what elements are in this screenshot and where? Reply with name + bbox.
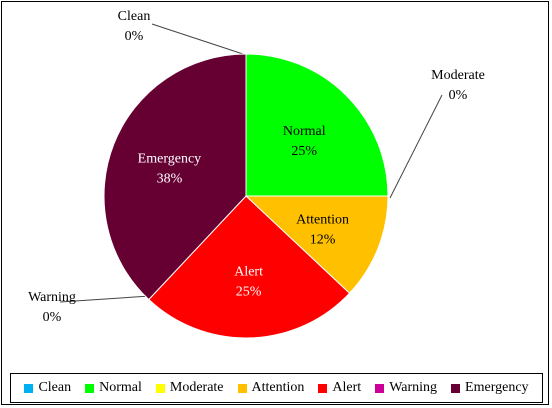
legend-label-moderate: Moderate	[169, 380, 224, 395]
legend-label-clean: Clean	[38, 380, 72, 395]
legend-label-attention: Attention	[251, 380, 305, 395]
slice-label-warning: Warning	[28, 290, 76, 305]
legend-label-warning: Warning	[389, 380, 438, 395]
slice-label-moderate: Moderate	[431, 68, 485, 83]
legend-item-normal: Normal	[85, 380, 142, 396]
legend-swatch-attention	[237, 383, 247, 393]
pie-slice-alert	[148, 195, 351, 339]
legend-label-alert: Alert	[332, 380, 362, 395]
leader-line-clean	[151, 23, 247, 56]
legend-item-alert: Alert	[318, 380, 361, 396]
pie-slice-attention	[244, 195, 389, 294]
legend-swatch-clean	[24, 383, 34, 393]
slice-percent-warning: 0%	[43, 310, 62, 325]
leader-line-moderate	[389, 94, 443, 199]
legend-item-clean: Clean	[24, 380, 71, 396]
legend-item-emergency: Emergency	[451, 380, 529, 396]
slice-percent-normal: 25%	[291, 144, 317, 159]
legend-swatch-alert	[318, 383, 328, 393]
slice-percent-attention: 12%	[310, 232, 336, 247]
slice-label-normal: Normal	[283, 124, 326, 139]
legend-swatch-warning	[375, 383, 385, 393]
slice-label-emergency: Emergency	[138, 152, 202, 167]
legend: Clean Normal Moderate Attention Alert Warning…	[10, 373, 543, 403]
legend-item-warning: Warning	[375, 380, 437, 396]
slice-label-clean: Clean	[118, 9, 151, 24]
pie-slice-normal	[245, 53, 389, 197]
slice-percent-emergency: 38%	[157, 172, 183, 187]
slice-labels: Clean 0% Normal 25% Moderate 0% Attention 12% Al…	[28, 9, 485, 325]
legend-swatch-normal	[85, 383, 95, 393]
legend-item-attention: Attention	[237, 380, 305, 396]
legend-swatch-moderate	[155, 383, 165, 393]
legend-item-moderate: Moderate	[155, 380, 224, 396]
slice-label-alert: Alert	[234, 264, 263, 279]
legend-label-emergency: Emergency	[465, 380, 529, 395]
legend-label-normal: Normal	[99, 380, 142, 395]
legend-swatch-emergency	[451, 383, 461, 393]
slice-percent-moderate: 0%	[449, 88, 468, 103]
slice-percent-alert: 25%	[236, 284, 262, 299]
slice-label-attention: Attention	[296, 212, 349, 227]
pie-slice-emergency	[103, 53, 247, 301]
slice-percent-clean: 0%	[125, 29, 144, 44]
leader-line-warning	[59, 295, 151, 303]
